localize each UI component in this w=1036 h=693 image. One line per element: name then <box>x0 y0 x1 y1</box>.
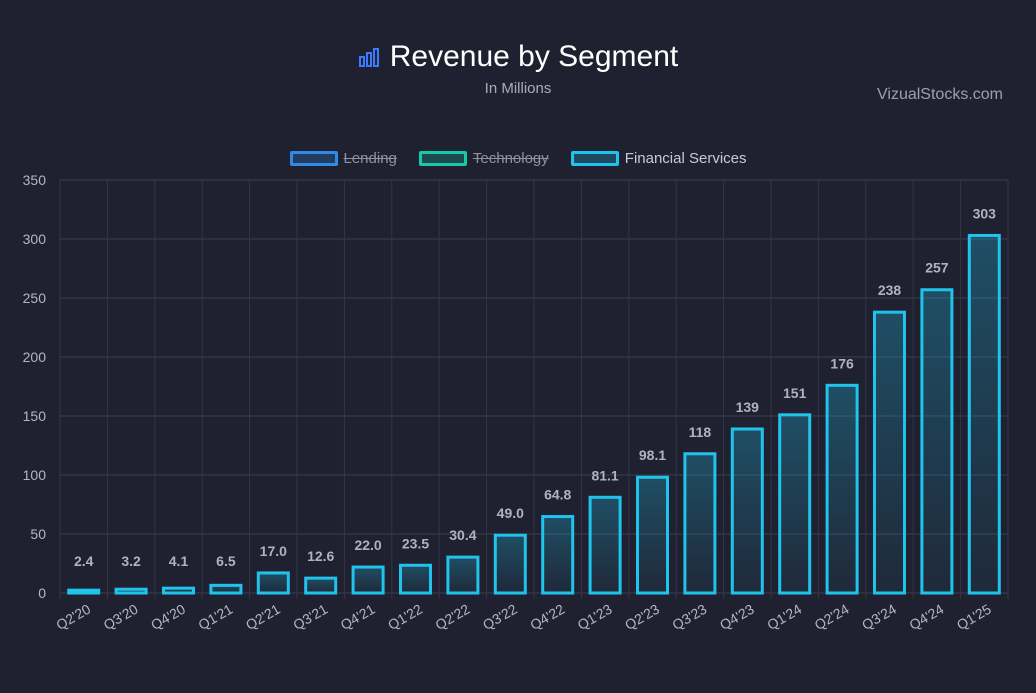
bar-18[interactable] <box>920 288 954 595</box>
bar-7[interactable] <box>399 563 432 595</box>
y-tick-label: 300 <box>23 231 47 247</box>
data-label: 139 <box>736 399 760 415</box>
x-tick-label: Q3'24 <box>859 601 899 633</box>
bar-14[interactable] <box>730 427 764 595</box>
x-tick-label: Q2'21 <box>243 601 283 633</box>
x-tick-label: Q3'22 <box>480 601 520 633</box>
data-label: 151 <box>783 385 807 401</box>
title-row: Revenue by Segment <box>358 40 679 74</box>
chart-subtitle: In Millions <box>484 80 552 97</box>
value-labels: 2.4 3.2 4.1 6.5 17.0 12.6 22.0 23.5 30.4 49.0 64.8… <box>74 205 996 569</box>
data-label: 23.5 <box>402 535 429 551</box>
data-label: 98.1 <box>639 447 666 463</box>
grid-lines <box>59 179 1009 599</box>
bar-9[interactable] <box>493 533 527 595</box>
x-tick-label: Q3'23 <box>669 601 709 633</box>
legend-label-technology: Technology <box>472 150 549 167</box>
bar-12[interactable] <box>636 475 669 595</box>
x-tick-label: Q1'23 <box>575 601 615 633</box>
bar-8[interactable] <box>446 555 480 595</box>
bar-19[interactable] <box>967 233 1001 595</box>
data-label: 12.6 <box>307 548 334 564</box>
data-label: 6.5 <box>216 553 236 569</box>
legend-item-lending[interactable]: Lending <box>289 150 397 167</box>
bar-16[interactable] <box>825 383 859 595</box>
x-axis-ticks: Q2'20 Q3'20 Q4'20 Q1'21 Q2'21 Q3'21 Q4'21 Q1'22… <box>53 601 994 633</box>
legend-swatch-technology <box>418 151 467 166</box>
legend-item-technology[interactable]: Technology <box>418 150 549 167</box>
chart-legend: Lending Technology Financial Services <box>0 150 1036 167</box>
bar-2[interactable] <box>162 586 195 595</box>
x-tick-label: Q3'20 <box>101 601 141 633</box>
x-tick-label: Q1'24 <box>764 601 804 633</box>
y-tick-label: 350 <box>23 172 47 188</box>
data-label: 257 <box>925 260 949 276</box>
x-tick-label: Q3'21 <box>290 601 330 633</box>
data-label: 49.0 <box>497 505 524 521</box>
data-label: 303 <box>973 205 997 221</box>
x-tick-label: Q2'22 <box>432 601 472 633</box>
legend-item-financial-services[interactable]: Financial Services <box>570 150 747 167</box>
bar-4[interactable] <box>256 571 290 595</box>
legend-label-lending: Lending <box>343 150 397 167</box>
chart-header: Revenue by Segment In Millions <box>0 40 1036 97</box>
brand-watermark: VizualStocks.com <box>877 86 1003 103</box>
legend-label-financial-services: Financial Services <box>624 150 747 167</box>
y-tick-label: 100 <box>23 467 47 483</box>
bar-5[interactable] <box>304 576 338 595</box>
data-label: 3.2 <box>121 553 141 569</box>
bar-17[interactable] <box>873 310 906 595</box>
x-tick-label: Q1'21 <box>195 601 235 633</box>
bar-0[interactable] <box>67 588 101 595</box>
x-tick-label: Q4'23 <box>717 601 757 633</box>
bar-10[interactable] <box>541 515 575 595</box>
bar-6[interactable] <box>351 565 385 595</box>
y-tick-label: 150 <box>23 408 47 424</box>
legend-swatch-financial-services <box>570 151 619 166</box>
data-label: 17.0 <box>260 543 287 559</box>
x-tick-label: Q1'25 <box>954 601 994 633</box>
bar-13[interactable] <box>683 452 717 595</box>
x-tick-label: Q4'21 <box>338 601 378 633</box>
chart-title: Revenue by Segment <box>389 40 679 73</box>
x-tick-label: Q4'22 <box>527 601 567 633</box>
data-label: 238 <box>878 282 902 298</box>
legend-swatch-lending <box>289 151 338 166</box>
y-tick-label: 250 <box>23 290 47 306</box>
data-label: 64.8 <box>544 487 571 503</box>
bar-15[interactable] <box>778 413 812 595</box>
bar-3[interactable] <box>209 583 243 595</box>
x-tick-label: Q4'24 <box>906 601 946 633</box>
data-label: 2.4 <box>74 553 94 569</box>
data-label: 118 <box>689 424 712 440</box>
x-tick-label: Q4'20 <box>148 601 188 633</box>
data-label: 4.1 <box>169 553 189 569</box>
data-label: 22.0 <box>354 537 381 553</box>
y-axis-ticks: 0 50 100 150 200 250 300 350 <box>23 172 47 601</box>
bars <box>67 233 1001 595</box>
x-tick-label: Q1'22 <box>385 601 425 633</box>
bar-11[interactable] <box>588 495 622 595</box>
y-tick-label: 0 <box>38 585 46 601</box>
bar-chart-icon <box>358 48 379 67</box>
data-label: 81.1 <box>591 467 618 483</box>
x-tick-label: Q2'23 <box>622 601 662 633</box>
y-tick-label: 50 <box>30 526 46 542</box>
data-label: 30.4 <box>449 527 476 543</box>
bar-1[interactable] <box>114 587 148 595</box>
x-tick-label: Q2'20 <box>53 601 93 633</box>
y-tick-label: 200 <box>23 349 47 365</box>
data-label: 176 <box>830 355 854 371</box>
x-tick-label: Q2'24 <box>812 601 852 633</box>
